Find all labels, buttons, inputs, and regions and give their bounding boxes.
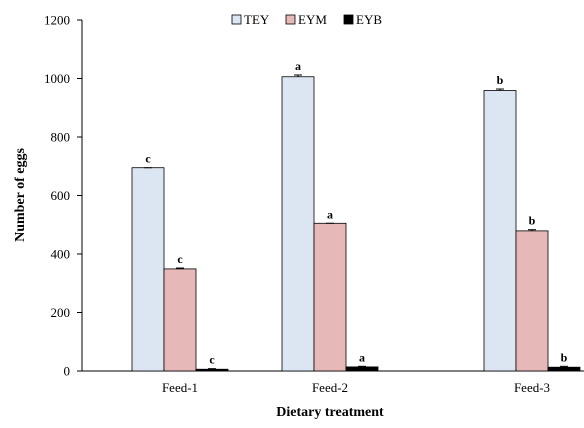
significance-label: a [295, 59, 301, 73]
bar-tey-feed-3 [483, 90, 517, 372]
plot-area: 0 200 400 600 800 1000 1200 Feed-1 Feed-2 Feed-3… [44, 13, 584, 395]
bar-eyb-feed-2 [345, 366, 379, 372]
x-tick-label: Feed-3 [514, 380, 550, 395]
legend: TEY EYM EYB [231, 12, 382, 27]
y-tick-label: 200 [51, 305, 71, 320]
significance-label: b [561, 350, 568, 364]
bar-eym-feed-2 [313, 222, 347, 372]
significance-label: c [209, 353, 215, 367]
legend-swatch-tey [231, 14, 242, 25]
significance-label: b [529, 214, 536, 228]
legend-label-tey: TEY [244, 12, 270, 27]
y-tick-label: 1200 [44, 13, 70, 28]
legend-swatch-eym [285, 14, 296, 25]
x-tick-label: Feed-1 [162, 380, 198, 395]
y-tick-label: 800 [51, 130, 71, 145]
x-tick-label: Feed-2 [312, 380, 348, 395]
legend-label-eyb: EYB [356, 12, 382, 27]
significance-label: b [497, 73, 504, 87]
bar-eym-feed-1 [163, 268, 197, 372]
bars: c c c a a a b b b [131, 59, 581, 372]
significance-label: c [145, 152, 151, 166]
significance-label: c [177, 252, 183, 266]
bar-tey-feed-2 [281, 76, 315, 372]
significance-label: a [359, 350, 365, 364]
y-tick-label: 400 [51, 247, 71, 262]
x-axis-title: Dietary treatment [276, 405, 384, 420]
bar-eym-feed-3 [515, 230, 549, 372]
legend-label-eym: EYM [298, 12, 327, 27]
y-tick-label: 1000 [44, 71, 70, 86]
y-ticks: 0 200 400 600 800 1000 1200 [44, 13, 82, 379]
bar-tey-feed-1 [131, 167, 165, 372]
y-tick-label: 0 [64, 364, 71, 379]
legend-swatch-eyb [343, 14, 354, 25]
significance-label: a [327, 207, 333, 221]
bar-eyb-feed-1 [195, 368, 229, 372]
x-ticks: Feed-1 Feed-2 Feed-3 [162, 380, 550, 395]
bar-eyb-feed-3 [547, 366, 581, 372]
y-axis-title: Number of eggs [13, 148, 28, 242]
y-tick-label: 600 [51, 188, 71, 203]
